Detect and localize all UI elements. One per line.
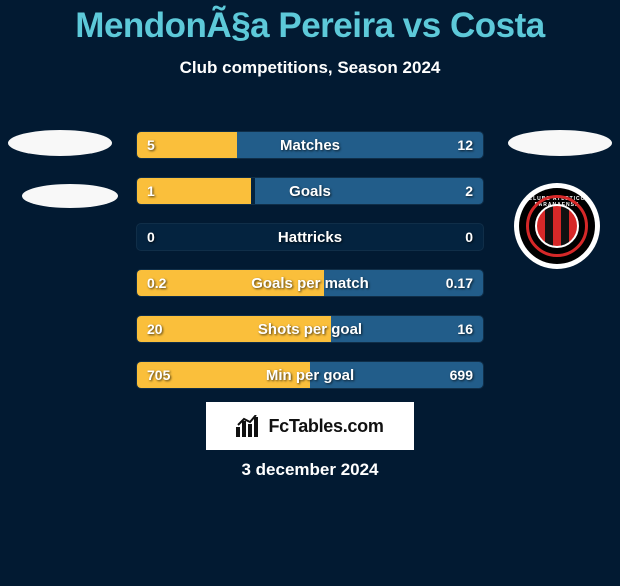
bar-row: Shots per goal20 16 bbox=[136, 315, 484, 343]
brand-text: FcTables.com bbox=[268, 416, 383, 437]
date: 3 december 2024 bbox=[0, 460, 620, 480]
bar-value-right: 2 bbox=[465, 178, 473, 204]
brand-badge: FcTables.com bbox=[206, 402, 414, 450]
club-badge: CLUBE ATLETICO PARANAENSE bbox=[514, 183, 600, 269]
bar-label: Matches bbox=[137, 132, 483, 158]
bar-value-right: 699 bbox=[450, 362, 473, 388]
player-avatar-right bbox=[508, 130, 612, 156]
bar-value-right: 0.17 bbox=[446, 270, 473, 296]
bar-row: Goals per match0.2 0.17 bbox=[136, 269, 484, 297]
subtitle: Club competitions, Season 2024 bbox=[0, 58, 620, 78]
bar-value-left: 1 bbox=[147, 178, 155, 204]
bar-value-right: 0 bbox=[465, 224, 473, 250]
brand-icon bbox=[236, 415, 262, 437]
bar-row: Matches5 12 bbox=[136, 131, 484, 159]
bar-row: Hattricks0 0 bbox=[136, 223, 484, 251]
bar-row: Min per goal705 699 bbox=[136, 361, 484, 389]
club-badge-ring bbox=[526, 195, 588, 257]
comparison-chart: Matches512Goals12Hattricks00Goals per ma… bbox=[136, 131, 484, 407]
bar-value-right: 16 bbox=[457, 316, 473, 342]
bar-value-left: 705 bbox=[147, 362, 170, 388]
page-title: MendonÃ§a Pereira vs Costa bbox=[0, 6, 620, 46]
bar-value-left: 20 bbox=[147, 316, 163, 342]
player-avatar-left-1 bbox=[8, 130, 112, 156]
bar-row: Goals1 2 bbox=[136, 177, 484, 205]
bar-label: Goals per match bbox=[137, 270, 483, 296]
bar-label: Shots per goal bbox=[137, 316, 483, 342]
player-avatar-left-2 bbox=[22, 184, 118, 208]
bar-label: Goals bbox=[137, 178, 483, 204]
bar-value-right: 12 bbox=[457, 132, 473, 158]
bar-value-left: 0 bbox=[147, 224, 155, 250]
bar-label: Hattricks bbox=[137, 224, 483, 250]
bar-label: Min per goal bbox=[137, 362, 483, 388]
bar-value-left: 5 bbox=[147, 132, 155, 158]
club-badge-inner: CLUBE ATLETICO PARANAENSE bbox=[519, 188, 595, 264]
bar-value-left: 0.2 bbox=[147, 270, 166, 296]
